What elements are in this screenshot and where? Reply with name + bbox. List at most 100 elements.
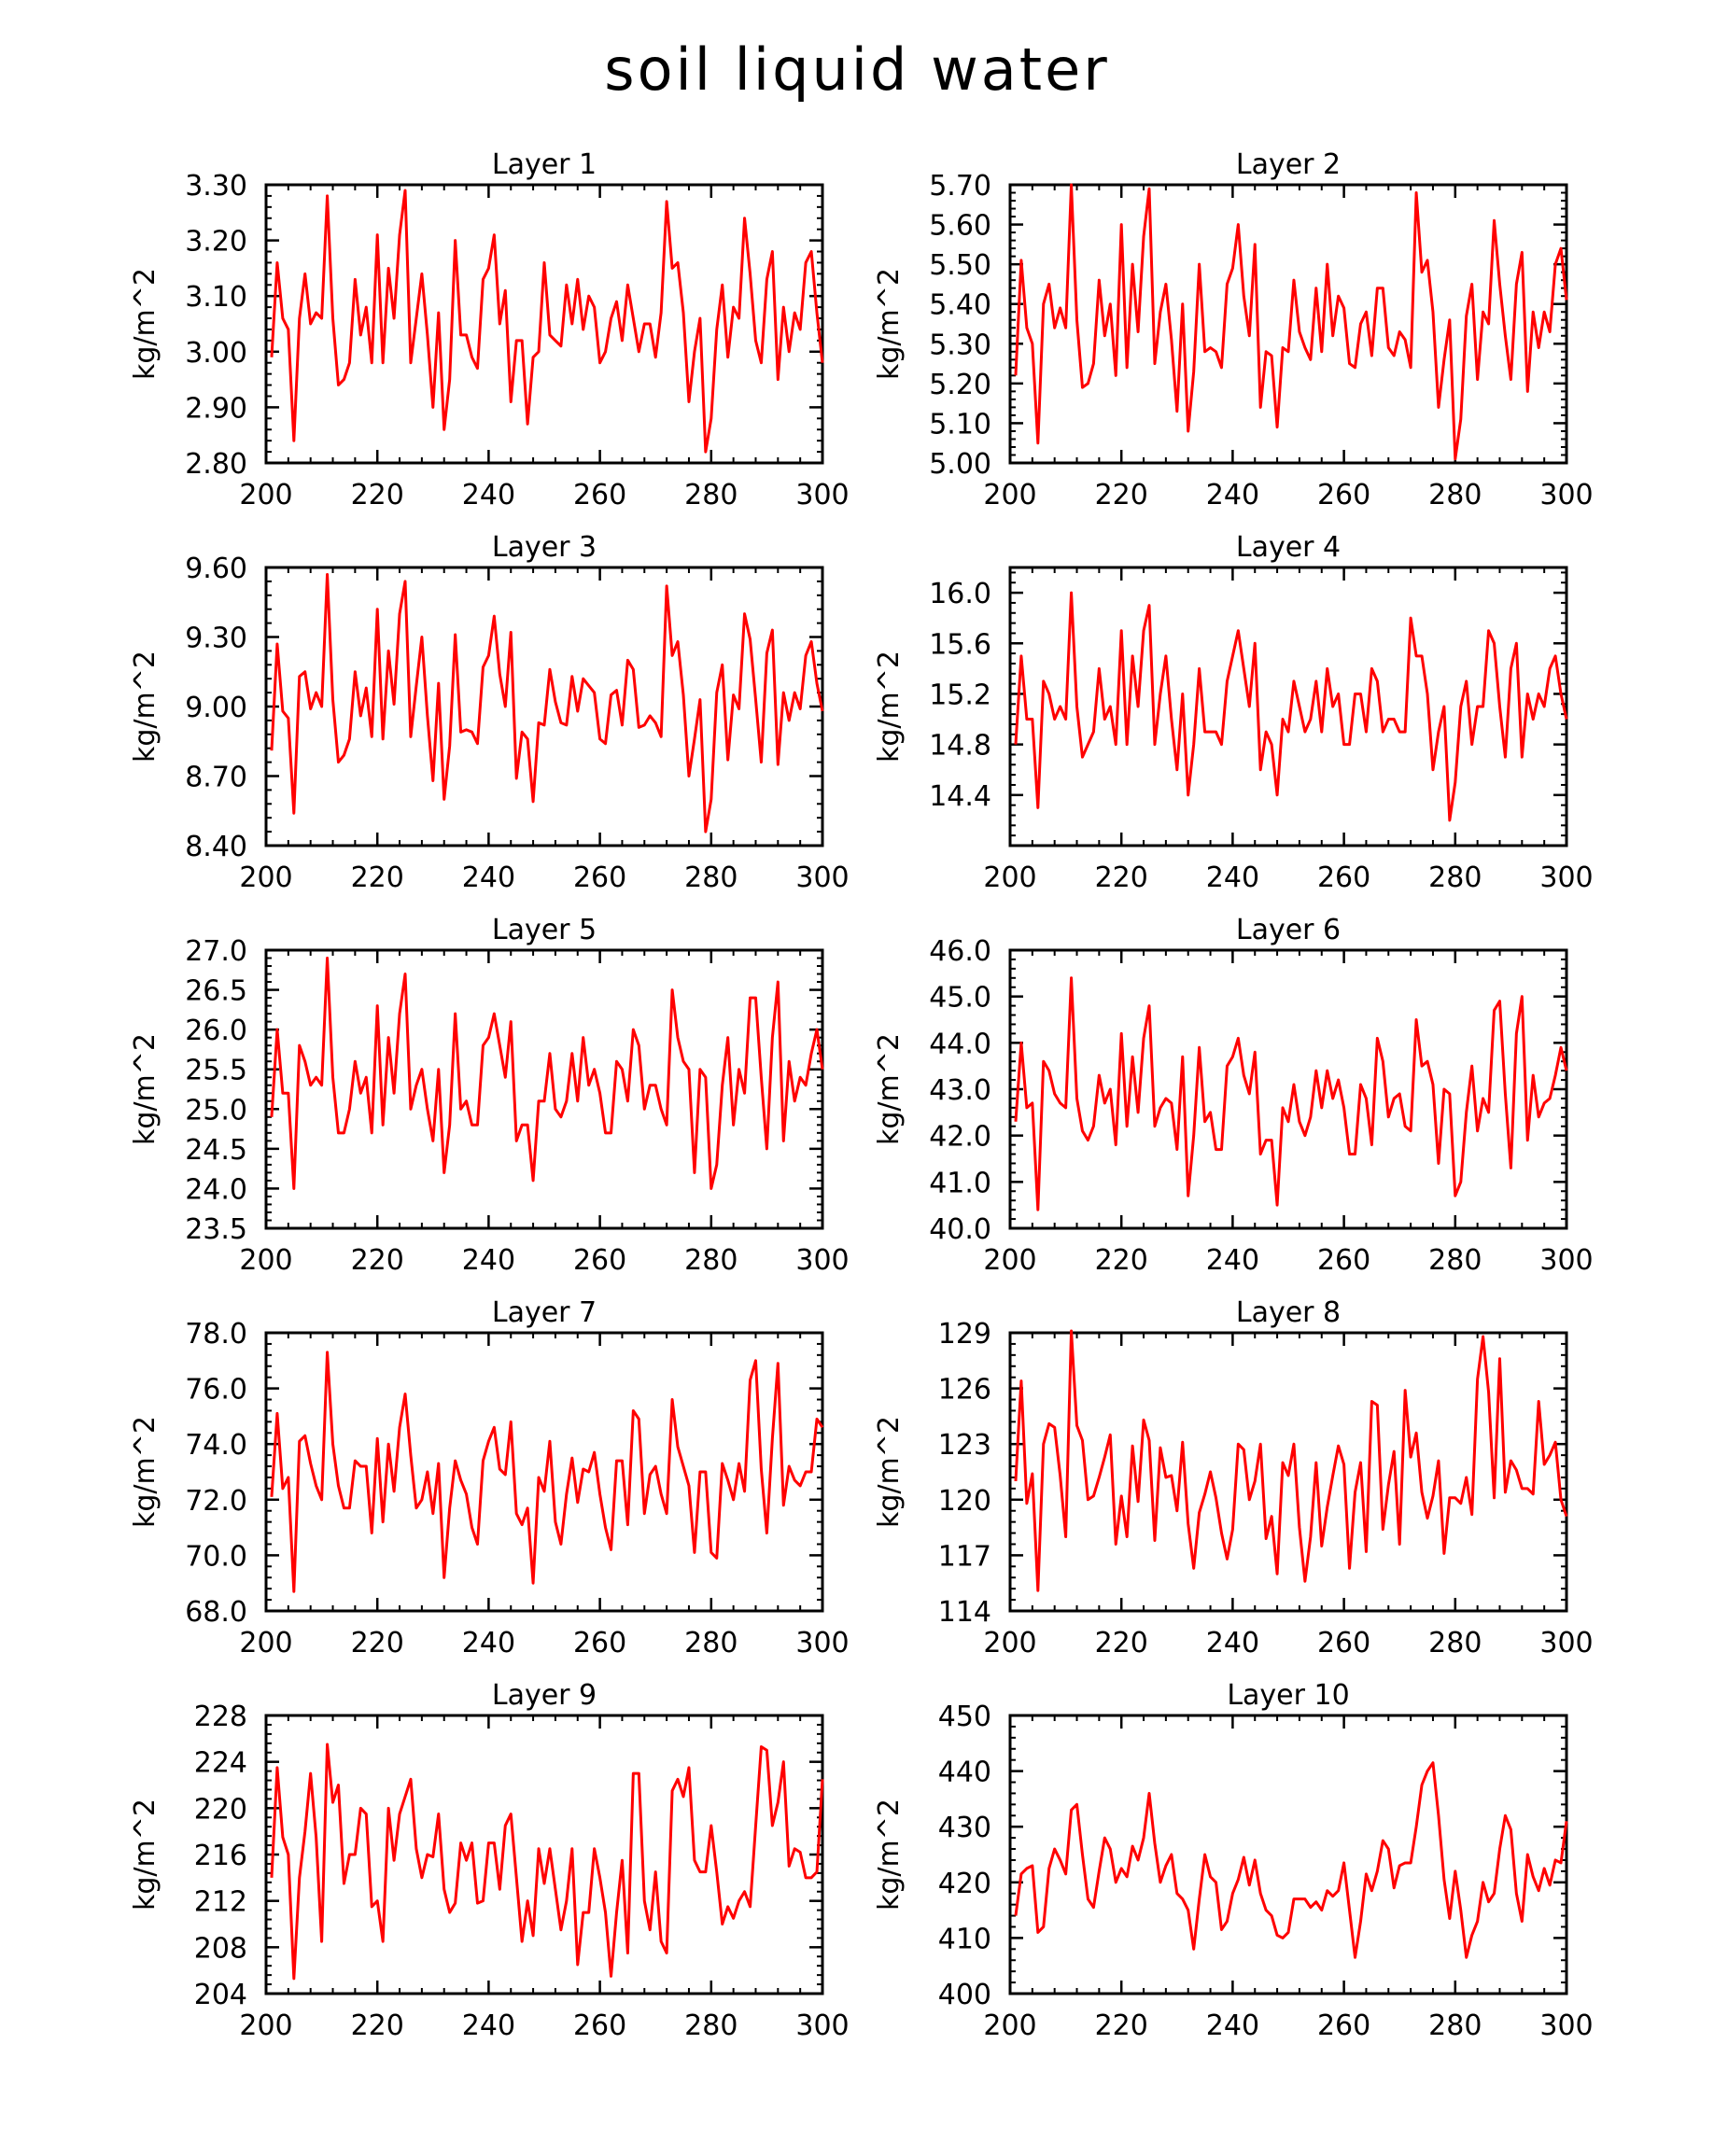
y-tick-label: 24.5 [185, 1134, 247, 1167]
x-tick-label: 200 [239, 1627, 292, 1659]
x-tick-label: 240 [462, 1244, 515, 1277]
y-tick-label: 5.70 [929, 170, 991, 203]
y-tick-label: 208 [194, 1932, 247, 1965]
x-tick-label: 220 [351, 1244, 404, 1277]
x-tick-label: 200 [983, 1627, 1036, 1659]
y-tick-label: 23.5 [185, 1213, 247, 1246]
series-line [270, 1351, 824, 1593]
y-tick-label: 410 [938, 1923, 991, 1955]
y-tick-label: 204 [194, 1979, 247, 2011]
y-tick-label: 25.0 [185, 1094, 247, 1127]
x-tick-label: 220 [1095, 1627, 1148, 1659]
x-tick-label: 240 [1206, 2009, 1259, 2042]
x-tick-label: 260 [1317, 1627, 1370, 1659]
y-tick-label: 76.0 [185, 1374, 247, 1407]
panel-title: Layer 9 [492, 1679, 597, 1712]
y-tick-label: 25.5 [185, 1055, 247, 1087]
x-tick-label: 200 [983, 2009, 1036, 2042]
x-tick-label: 300 [1539, 1627, 1593, 1659]
x-tick-label: 260 [1317, 479, 1370, 511]
plot-frame [1008, 566, 1568, 847]
y-axis-label: kg/m^2 [873, 268, 906, 380]
y-tick-label: 9.30 [185, 623, 247, 655]
x-tick-label: 200 [983, 861, 1036, 894]
y-tick-label: 43.0 [929, 1074, 991, 1107]
y-tick-label: 5.50 [929, 249, 991, 282]
y-tick-label: 9.00 [185, 692, 247, 724]
y-tick-label: 46.0 [929, 935, 991, 968]
chart-panels: Layer 1 kg/m^2 200 220 240 260 280 300 2.80 2.90 3… [129, 148, 1594, 2042]
y-tick-label: 68.0 [185, 1596, 247, 1629]
panel-layer-2: Layer 2 kg/m^2 200 220 240 260 280 300 5.00 5.10 5… [873, 148, 1594, 511]
x-tick-label: 220 [1095, 861, 1148, 894]
y-tick-label: 74.0 [185, 1429, 247, 1462]
panel-layer-3: Layer 3 kg/m^2 200 220 240 260 280 300 8.40 8.70 9… [129, 531, 850, 894]
plot-frame [264, 183, 824, 465]
y-tick-label: 72.0 [185, 1485, 247, 1518]
x-tick-label: 300 [795, 861, 849, 894]
x-tick-label: 240 [1206, 1627, 1259, 1659]
x-tick-label: 200 [983, 1244, 1036, 1277]
x-tick-label: 220 [351, 1627, 404, 1659]
x-tick-label: 220 [1095, 479, 1148, 511]
panel-title: Layer 3 [492, 531, 597, 564]
y-tick-label: 3.30 [185, 170, 247, 203]
x-tick-label: 240 [462, 2009, 515, 2042]
y-tick-label: 3.10 [185, 281, 247, 314]
y-tick-label: 15.2 [929, 679, 991, 711]
y-tick-label: 220 [194, 1793, 247, 1826]
series-line [270, 1743, 824, 1981]
x-tick-label: 200 [239, 1244, 292, 1277]
y-axis-label: kg/m^2 [873, 1799, 906, 1911]
y-tick-label: 5.40 [929, 289, 991, 322]
y-tick-label: 2.90 [185, 392, 247, 425]
x-tick-label: 300 [1539, 479, 1593, 511]
x-tick-label: 280 [684, 1244, 738, 1277]
y-tick-label: 24.0 [185, 1173, 247, 1206]
y-tick-label: 26.5 [185, 975, 247, 1008]
series-line [1014, 183, 1568, 461]
series-line [1014, 1761, 1568, 1959]
x-tick-label: 260 [573, 1627, 626, 1659]
y-tick-label: 5.10 [929, 408, 991, 441]
y-tick-label: 400 [938, 1979, 991, 2011]
x-tick-label: 260 [1317, 1244, 1370, 1277]
plot-frame [1008, 948, 1568, 1230]
panel-title: Layer 10 [1227, 1679, 1349, 1712]
x-tick-label: 260 [573, 2009, 626, 2042]
y-axis-label: kg/m^2 [129, 1033, 162, 1145]
x-tick-label: 220 [351, 2009, 404, 2042]
panel-layer-10: Layer 10 kg/m^2 200 220 240 260 280 300 400 410 42… [873, 1679, 1594, 2042]
panel-title: Layer 5 [492, 914, 597, 946]
x-tick-label: 260 [573, 861, 626, 894]
y-tick-label: 40.0 [929, 1213, 991, 1246]
series-line [1014, 976, 1568, 1211]
y-axis-label: kg/m^2 [873, 1416, 906, 1528]
plot-frame [1008, 1331, 1568, 1613]
y-axis-label: kg/m^2 [873, 651, 906, 763]
y-tick-label: 440 [938, 1757, 991, 1789]
x-tick-label: 240 [1206, 479, 1259, 511]
panel-title: Layer 6 [1236, 914, 1341, 946]
y-tick-label: 3.20 [185, 226, 247, 259]
panel-layer-4: Layer 4 kg/m^2 200 220 240 260 280 300 14.4 14.8 1… [873, 531, 1594, 894]
y-tick-label: 5.60 [929, 210, 991, 243]
panel-layer-7: Layer 7 kg/m^2 200 220 240 260 280 300 68.0 70.0 7… [129, 1296, 850, 1659]
y-tick-label: 212 [194, 1886, 247, 1919]
y-tick-label: 42.0 [929, 1121, 991, 1154]
x-tick-label: 300 [1539, 861, 1593, 894]
y-tick-label: 78.0 [185, 1318, 247, 1351]
y-tick-label: 14.8 [929, 730, 991, 763]
y-tick-label: 9.60 [185, 553, 247, 585]
panel-layer-8: Layer 8 kg/m^2 200 220 240 260 280 300 114 117 120… [873, 1296, 1594, 1659]
y-tick-label: 8.70 [185, 762, 247, 794]
x-tick-label: 280 [684, 1627, 738, 1659]
x-tick-label: 260 [1317, 861, 1370, 894]
x-tick-label: 220 [351, 479, 404, 511]
x-tick-label: 260 [1317, 2009, 1370, 2042]
y-tick-label: 14.4 [929, 780, 991, 813]
y-axis-label: kg/m^2 [129, 1799, 162, 1911]
series-line [270, 189, 824, 454]
x-tick-label: 240 [462, 479, 515, 511]
